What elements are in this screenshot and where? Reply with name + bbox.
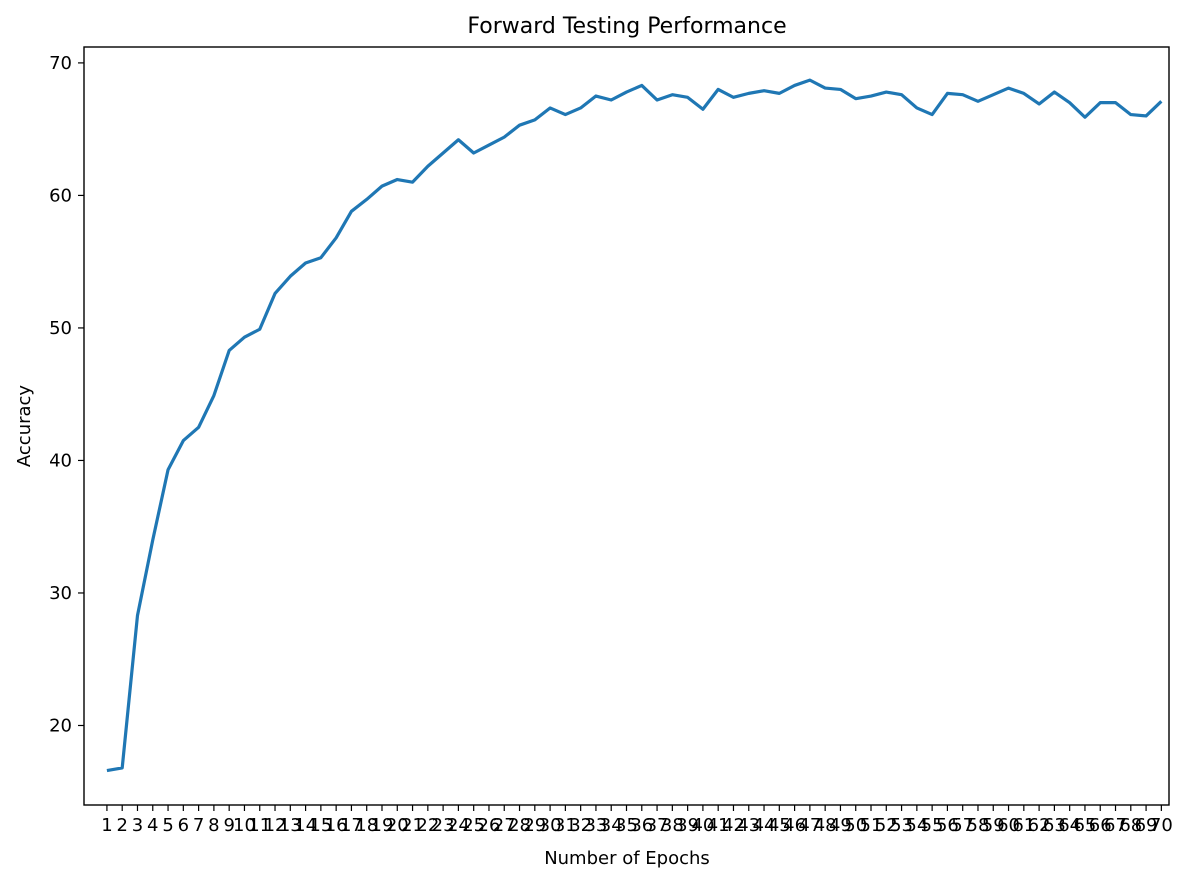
x-tick-label: 11 — [248, 815, 271, 836]
x-tick-label: 49 — [829, 815, 852, 836]
x-tick-label: 20 — [386, 815, 409, 836]
x-tick-label: 61 — [1012, 815, 1035, 836]
x-tick-label: 46 — [783, 815, 806, 836]
x-tick-label: 56 — [936, 815, 959, 836]
x-tick-label: 35 — [615, 815, 638, 836]
x-tick-label: 8 — [208, 815, 219, 836]
x-tick-label: 12 — [264, 815, 287, 836]
x-axis-label: Number of Epochs — [544, 848, 710, 869]
x-tick-label: 28 — [508, 815, 531, 836]
x-tick-label: 62 — [1028, 815, 1051, 836]
x-tick-label: 17 — [340, 815, 363, 836]
y-tick-label: 40 — [49, 450, 72, 471]
x-tick-label: 65 — [1073, 815, 1096, 836]
x-tick-label: 1 — [101, 815, 112, 836]
x-tick-label: 33 — [584, 815, 607, 836]
x-tick-label: 57 — [951, 815, 974, 836]
x-tick-label: 31 — [554, 815, 577, 836]
x-tick-label: 13 — [279, 815, 302, 836]
x-tick-label: 24 — [447, 815, 470, 836]
x-tick-label: 21 — [401, 815, 424, 836]
x-tick-label: 38 — [661, 815, 684, 836]
x-tick-label: 45 — [768, 815, 791, 836]
x-tick-label: 3 — [132, 815, 143, 836]
x-tick-label: 5 — [162, 815, 173, 836]
y-tick-label: 20 — [49, 715, 72, 736]
x-tick-label: 58 — [967, 815, 990, 836]
x-tick-label: 14 — [294, 815, 317, 836]
x-tick-label: 23 — [432, 815, 455, 836]
x-tick-label: 30 — [539, 815, 562, 836]
x-tick-label: 6 — [178, 815, 189, 836]
x-tick-label: 27 — [493, 815, 516, 836]
y-tick-label: 60 — [49, 185, 72, 206]
y-axis-label: Accuracy — [14, 385, 35, 468]
x-tick-label: 36 — [630, 815, 653, 836]
x-tick-label: 10 — [233, 815, 256, 836]
x-tick-label: 39 — [676, 815, 699, 836]
x-tick-label: 18 — [355, 815, 378, 836]
x-tick-label: 54 — [905, 815, 928, 836]
x-tick-label: 25 — [462, 815, 485, 836]
x-tick-label: 53 — [890, 815, 913, 836]
x-tick-label: 34 — [600, 815, 623, 836]
x-tick-label: 63 — [1043, 815, 1066, 836]
x-tick-label: 68 — [1119, 815, 1142, 836]
x-tick-label: 4 — [147, 815, 158, 836]
series-line — [106, 78, 1163, 773]
x-tick-label: 50 — [844, 815, 867, 836]
x-tick-label: 52 — [875, 815, 898, 836]
plot-frame — [83, 46, 1170, 806]
x-tick-label: 15 — [309, 815, 332, 836]
x-tick-label: 26 — [478, 815, 501, 836]
x-tick-label: 44 — [753, 815, 776, 836]
x-tick-label: 32 — [569, 815, 592, 836]
x-tick-label: 37 — [646, 815, 669, 836]
x-tick-label: 66 — [1089, 815, 1112, 836]
x-tick-label: 67 — [1104, 815, 1127, 836]
x-tick-label: 40 — [691, 815, 714, 836]
x-tick-label: 29 — [523, 815, 546, 836]
x-tick-label: 41 — [707, 815, 730, 836]
x-tick-label: 60 — [997, 815, 1020, 836]
x-tick-label: 55 — [921, 815, 944, 836]
y-tick-label: 30 — [49, 583, 72, 604]
x-tick-label: 2 — [116, 815, 127, 836]
x-tick-label: 42 — [722, 815, 745, 836]
x-tick-label: 70 — [1150, 815, 1173, 836]
x-tick-label: 16 — [325, 815, 348, 836]
x-tick-label: 59 — [982, 815, 1005, 836]
chart-title: Forward Testing Performance — [467, 14, 786, 39]
x-tick-label: 9 — [223, 815, 234, 836]
y-tick-label: 70 — [49, 53, 72, 74]
x-tick-label: 48 — [814, 815, 837, 836]
x-tick-label: 69 — [1135, 815, 1158, 836]
x-tick-label: 19 — [371, 815, 394, 836]
x-tick-label: 51 — [860, 815, 883, 836]
x-tick-label: 22 — [416, 815, 439, 836]
x-tick-label: 43 — [737, 815, 760, 836]
y-tick-label: 50 — [49, 318, 72, 339]
x-tick-label: 7 — [193, 815, 204, 836]
x-tick-label: 64 — [1058, 815, 1081, 836]
x-tick-label: 47 — [798, 815, 821, 836]
